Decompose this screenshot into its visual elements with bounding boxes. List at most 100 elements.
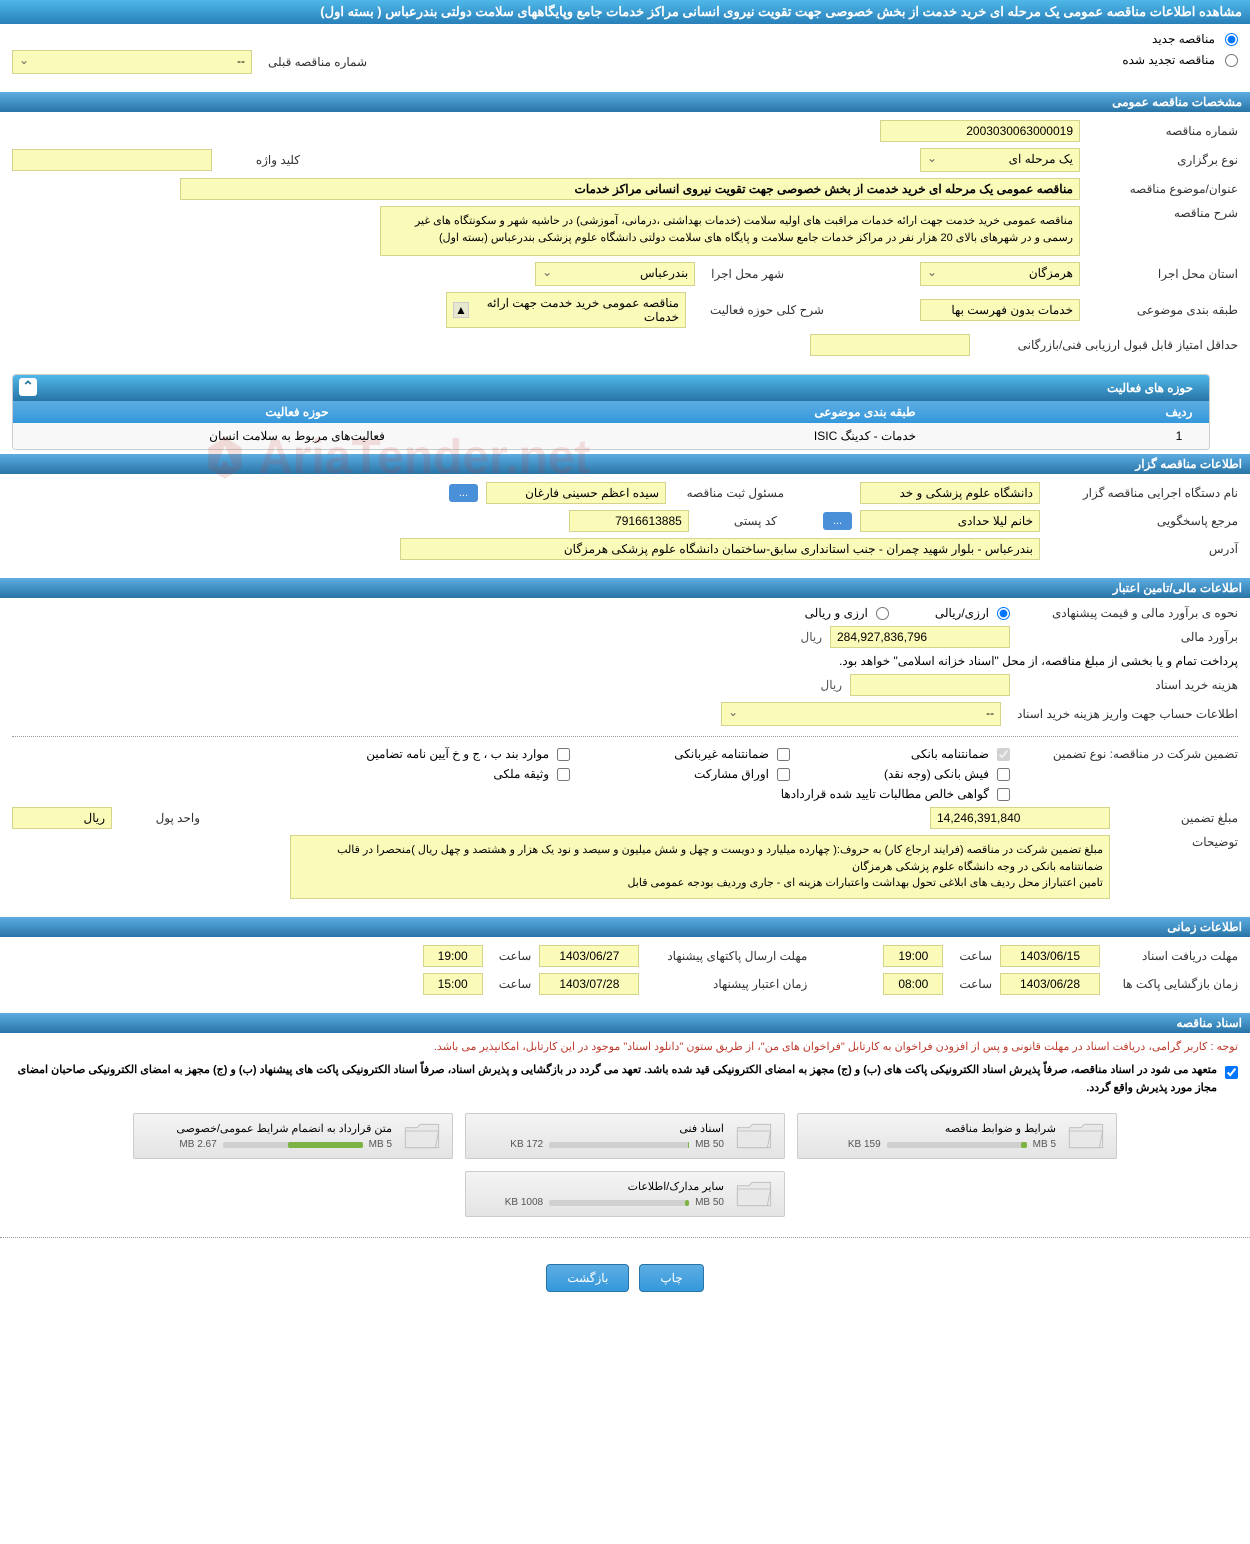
time-label-3: ساعت xyxy=(951,977,992,991)
file-max: 5 MB xyxy=(369,1139,392,1150)
resp-label: مرجع پاسخگویی xyxy=(1048,514,1238,528)
chk-bonditems[interactable]: موارد بند ب ، ج و خ آیین نامه تضامین xyxy=(366,747,570,761)
scope-field: مناقصه عمومی خرید خدمت جهت ارائه خدمات ▲ xyxy=(446,292,686,328)
category-field: خدمات بدون فهرست بها xyxy=(920,299,1080,321)
notes-field: مبلغ تضمین شرکت در مناقصه (فرایند ارجاع … xyxy=(290,835,1110,899)
collapse-icon[interactable]: ⌃ xyxy=(19,378,37,396)
commit-checkbox[interactable] xyxy=(1225,1066,1238,1079)
file-title: سایر مدارک/اطلاعات xyxy=(476,1180,724,1193)
folder-icon xyxy=(1066,1120,1106,1152)
activity-table-title: حوزه های فعالیت xyxy=(1099,379,1201,397)
docdeadline-time: 19:00 xyxy=(883,945,943,967)
radio-new-label: مناقصه جدید xyxy=(1152,32,1215,46)
file-size: 159 KB xyxy=(848,1139,881,1150)
title-label: عنوان/موضوع مناقصه xyxy=(1088,182,1238,196)
section-timing: اطلاعات زمانی xyxy=(0,917,1250,937)
docdeadline-date: 1403/06/15 xyxy=(1000,945,1100,967)
gamt-field: 14,246,391,840 xyxy=(930,807,1110,829)
minscore-label: حداقل امتیاز قابل قبول ارزیابی فنی/بازرگ… xyxy=(978,338,1238,352)
chk-shares[interactable]: اوراق مشارکت xyxy=(610,767,790,781)
file-size: 172 KB xyxy=(510,1139,543,1150)
exec-field: دانشگاه علوم پزشکی و خد xyxy=(860,482,1040,504)
rial-unit-2: ریال xyxy=(820,678,842,692)
file-title: شرایط و ضوابط مناقصه xyxy=(808,1122,1056,1135)
reg-label: مسئول ثبت مناقصه xyxy=(674,486,784,500)
city-dropdown[interactable]: بندرعباس xyxy=(535,262,695,286)
file-card[interactable]: متن قرارداد به انضمام شرایط عمومی/خصوصی … xyxy=(133,1113,453,1159)
col-row-no: ردیف xyxy=(1149,405,1209,419)
file-title: اسناد فنی xyxy=(476,1122,724,1135)
section-general: مشخصات مناقصه عمومی xyxy=(0,92,1250,112)
radio-new[interactable] xyxy=(1225,33,1238,46)
valid-label: زمان اعتبار پیشنهاد xyxy=(647,977,807,991)
radio-rialforex[interactable] xyxy=(997,607,1010,620)
currency-label: واحد پول xyxy=(120,811,200,825)
province-label: استان محل اجرا xyxy=(1088,267,1238,281)
addr-field: بندرعباس - بلوار شهید چمران - جنب استاند… xyxy=(400,538,1040,560)
rial-unit: ریال xyxy=(800,630,822,644)
file-size: 1008 KB xyxy=(505,1197,543,1208)
tender-no-field: 2003030063000019 xyxy=(880,120,1080,142)
chk-receivables[interactable]: گواهی خالص مطالبات تایید شده قراردادها xyxy=(781,787,1010,801)
radio-renewed-tender[interactable]: مناقصه تجدید شده xyxy=(938,53,1238,67)
file-card[interactable]: سایر مدارک/اطلاعات 50 MB 1008 KB xyxy=(465,1171,785,1217)
col-scope: حوزه فعالیت xyxy=(13,405,581,419)
open-label: زمان بازگشایی پاکت ها xyxy=(1108,977,1238,991)
folder-icon xyxy=(734,1178,774,1210)
open-time: 08:00 xyxy=(883,973,943,995)
resp-field: خانم لیلا حدادی xyxy=(860,510,1040,532)
chk-cash[interactable]: فیش بانکی (وجه نقد) xyxy=(830,767,1010,781)
notes-label: توضیحات xyxy=(1118,835,1238,849)
desc-label: شرح مناقصه xyxy=(1088,206,1238,220)
back-button[interactable]: بازگشت xyxy=(546,1264,629,1292)
type-dropdown[interactable]: یک مرحله ای xyxy=(920,148,1080,172)
envdeadline-date: 1403/06/27 xyxy=(539,945,639,967)
time-label-4: ساعت xyxy=(491,977,532,991)
reg-more-button[interactable]: ... xyxy=(449,484,478,502)
chk-property[interactable]: وثیقه ملکی xyxy=(390,767,570,781)
estmethod-label: نحوه ی برآورد مالی و قیمت پیشنهادی xyxy=(1018,606,1238,620)
section-financial: اطلاعات مالی/تامین اعتبار xyxy=(0,578,1250,598)
radio-forexrial[interactable] xyxy=(876,607,889,620)
minscore-field[interactable] xyxy=(810,334,970,356)
resp-more-button[interactable]: ... xyxy=(823,512,852,530)
print-button[interactable]: چاپ xyxy=(639,1264,703,1292)
time-label-2: ساعت xyxy=(491,949,532,963)
keyword-field[interactable] xyxy=(12,149,212,171)
docdeadline-label: مهلت دریافت اسناد xyxy=(1108,949,1238,963)
province-dropdown[interactable]: هرمزگان xyxy=(920,262,1080,286)
doccost-field[interactable] xyxy=(850,674,1010,696)
account-label: اطلاعات حساب جهت واریز هزینه خرید اسناد xyxy=(1009,707,1238,721)
gamt-label: مبلغ تضمین xyxy=(1118,811,1238,825)
table-row: 1 خدمات - کدینگ ISIC فعالیت‌های مربوط به… xyxy=(13,423,1209,449)
title-field: مناقصه عمومی یک مرحله ای خرید خدمت از بخ… xyxy=(180,178,1080,200)
account-dropdown[interactable]: -- xyxy=(721,702,1001,726)
valid-date: 1403/07/28 xyxy=(539,973,639,995)
chk-bank[interactable]: ضمانتنامه بانکی xyxy=(830,747,1010,761)
folder-icon xyxy=(734,1120,774,1152)
docs-note-red: توجه : کاربر گرامی، دریافت اسناد در مهلت… xyxy=(0,1033,1250,1063)
valid-time: 15:00 xyxy=(423,973,483,995)
exec-label: نام دستگاه اجرایی مناقصه گزار xyxy=(1048,486,1238,500)
radio-new-tender[interactable]: مناقصه جدید xyxy=(12,32,1238,46)
type-label: نوع برگزاری xyxy=(1088,153,1238,167)
file-max: 50 MB xyxy=(695,1139,724,1150)
doccost-label: هزینه خرید اسناد xyxy=(1018,678,1238,692)
folder-icon xyxy=(402,1120,442,1152)
open-date: 1403/06/28 xyxy=(1000,973,1100,995)
post-field: 7916613885 xyxy=(569,510,689,532)
prev-tender-dropdown[interactable]: -- xyxy=(12,50,252,74)
file-card[interactable]: اسناد فنی 50 MB 172 KB xyxy=(465,1113,785,1159)
col-category: طبقه بندی موضوعی xyxy=(581,405,1149,419)
file-max: 5 MB xyxy=(1033,1139,1056,1150)
file-max: 50 MB xyxy=(695,1197,724,1208)
scroll-up-icon[interactable]: ▲ xyxy=(453,302,469,318)
treasury-note: پرداخت تمام و یا بخشی از مبلغ مناقصه، از… xyxy=(839,654,1238,668)
file-card[interactable]: شرایط و ضوابط مناقصه 5 MB 159 KB xyxy=(797,1113,1117,1159)
file-size: 2.67 MB xyxy=(179,1139,216,1150)
chk-nonbank[interactable]: ضمانتنامه غیربانکی xyxy=(610,747,790,761)
radio-renewed[interactable] xyxy=(1225,54,1238,67)
envdeadline-label: مهلت ارسال پاکتهای پیشنهاد xyxy=(647,949,807,963)
radio-forexrial-label: ارزی و ریالی xyxy=(805,606,868,620)
desc-field: مناقصه عمومی خرید خدمت جهت ارائه خدمات م… xyxy=(380,206,1080,256)
